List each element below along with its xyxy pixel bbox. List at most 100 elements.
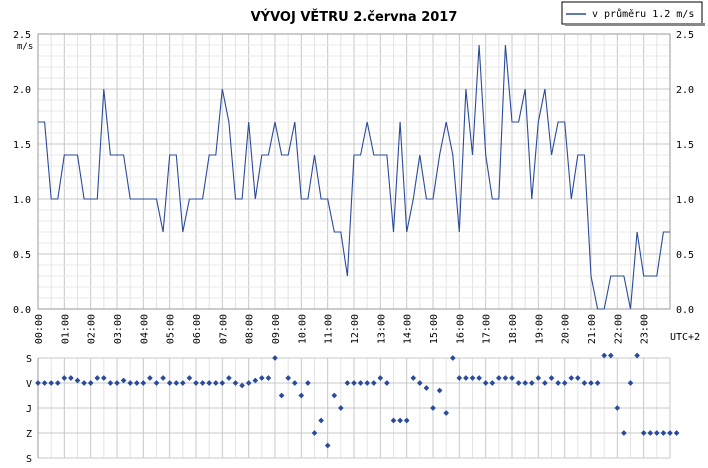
direction-point (627, 380, 634, 386)
direction-point (193, 380, 199, 386)
direction-point (640, 430, 647, 436)
x-tick-label: 18:00 (508, 314, 519, 344)
direction-point (581, 380, 588, 386)
direction-point (430, 405, 436, 411)
direction-point (54, 380, 61, 386)
direction-point (147, 375, 153, 381)
direction-point (370, 380, 377, 386)
direction-point (166, 380, 173, 386)
direction-point (548, 375, 555, 381)
direction-tick-label: Z (26, 429, 32, 440)
direction-point (588, 380, 594, 386)
direction-point (673, 430, 680, 436)
direction-point (226, 375, 232, 381)
direction-point (568, 375, 575, 381)
direction-point (324, 442, 331, 449)
legend-label: v průměru 1.2 m/s (592, 8, 694, 20)
direction-point (206, 380, 213, 386)
direction-point (186, 375, 193, 381)
direction-point (114, 380, 120, 386)
direction-point (272, 355, 278, 361)
direction-point (423, 385, 430, 391)
direction-point (120, 377, 127, 384)
direction-point (344, 380, 351, 386)
direction-point (305, 380, 311, 386)
y-tick-label-left: 1.0 (13, 195, 31, 206)
direction-point (127, 380, 134, 386)
direction-point (41, 380, 48, 386)
x-tick-label: 22:00 (613, 314, 624, 344)
direction-point (542, 380, 548, 386)
direction-point (660, 430, 667, 436)
direction-point (614, 405, 621, 411)
x-tick-label: 14:00 (403, 314, 414, 344)
direction-point (403, 417, 410, 424)
direction-point (318, 417, 324, 424)
direction-point (285, 375, 292, 381)
y-tick-label-right: 1.5 (676, 140, 694, 151)
x-tick-label: 00:00 (34, 314, 45, 344)
direction-point (265, 375, 272, 381)
direction-point (607, 352, 614, 359)
direction-point (574, 375, 581, 381)
direction-point (495, 375, 502, 381)
direction-point (291, 380, 298, 386)
direction-point (653, 430, 660, 436)
top-plot-axes: 0.0 0.0 0.5 0.5 1.0 1.0 1.5 1.5 2.0 2.0 2.5 2.5 (13, 30, 694, 316)
direction-point (449, 355, 456, 361)
legend-shadow (565, 23, 705, 26)
x-tick-label: 04:00 (139, 314, 150, 344)
y-tick-label-right: 0.5 (676, 250, 694, 261)
y-tick-label-left: 2.5 (13, 30, 31, 41)
y-tick-label-left: 0.5 (13, 250, 31, 261)
direction-point (351, 380, 357, 386)
x-tick-label: 01:00 (60, 314, 71, 344)
direction-point (311, 430, 318, 436)
direction-point (443, 410, 450, 416)
direction-point (100, 375, 107, 381)
direction-tick-label: S (26, 354, 32, 365)
direction-point (48, 380, 55, 386)
x-tick-label: 06:00 (192, 314, 203, 344)
y-axis-unit-label: m/s (17, 42, 33, 52)
direction-tick-label: V (26, 379, 32, 390)
x-tick-label: 05:00 (166, 314, 177, 344)
direction-point (528, 380, 535, 386)
direction-point (463, 375, 469, 381)
direction-point (81, 380, 87, 386)
direction-point (199, 380, 206, 386)
direction-point (239, 382, 245, 389)
direction-plot-axes: S V J Z S (26, 354, 39, 465)
direction-point (68, 375, 74, 381)
legend: v průměru 1.2 m/s (561, 1, 705, 26)
direction-point (667, 430, 673, 436)
direction-point (469, 375, 476, 381)
direction-point (509, 375, 515, 381)
direction-plot-grid (37, 357, 671, 459)
direction-point (634, 352, 640, 359)
direction-point (436, 387, 443, 394)
direction-point (456, 375, 463, 381)
chart-title: VÝVOJ VĚTRU 2.června 2017 (251, 9, 458, 25)
direction-point (489, 380, 496, 386)
direction-point (133, 380, 140, 386)
y-tick-label-left: 1.5 (13, 140, 31, 151)
x-tick-label: 19:00 (534, 314, 545, 344)
y-tick-label-right: 0.0 (676, 305, 694, 316)
x-tick-label: 15:00 (429, 314, 440, 344)
direction-point (232, 380, 239, 386)
direction-point (245, 380, 252, 386)
direction-point (173, 380, 180, 386)
direction-point (74, 377, 81, 384)
direction-point (364, 380, 371, 386)
x-tick-label: 11:00 (324, 314, 335, 344)
top-plot-grid (37, 33, 671, 310)
x-axis-tick-labels: 00:00 01:00 02:00 03:00 04:00 05:00 06:00 07:00… (34, 314, 651, 344)
wind-speed-series (38, 44, 670, 310)
direction-point (555, 380, 561, 386)
direction-point (61, 375, 68, 381)
direction-point (107, 380, 114, 386)
direction-point (179, 380, 186, 386)
x-tick-label: 03:00 (113, 314, 124, 344)
